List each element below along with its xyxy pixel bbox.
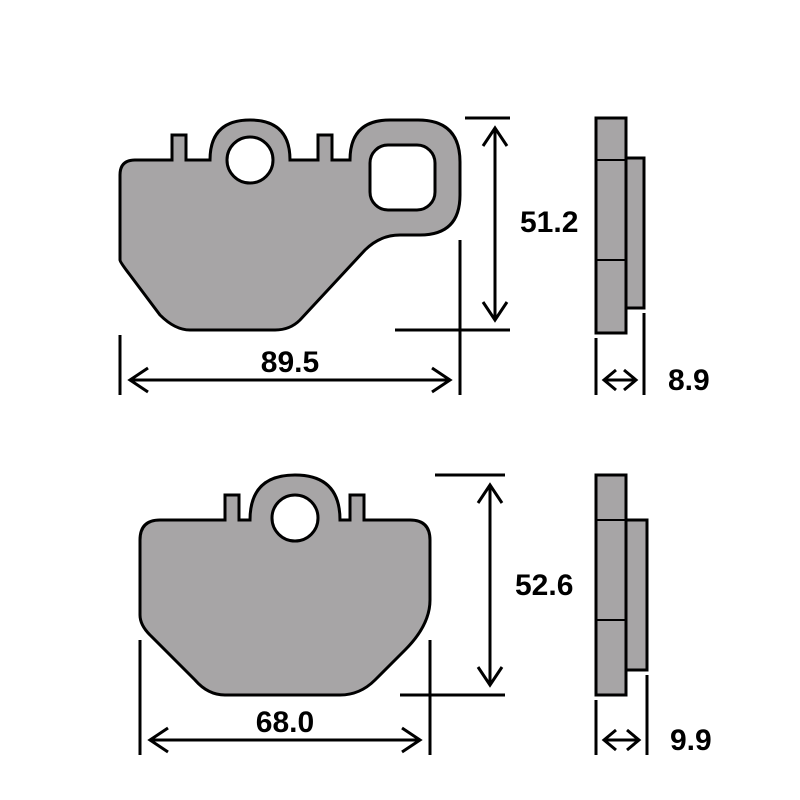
pad2-front-view <box>140 475 430 695</box>
pad1-height-label: 51.2 <box>520 206 578 239</box>
pad1-thickness-label: 8.9 <box>668 364 710 397</box>
pad1-side-view <box>596 118 644 333</box>
pad2-height-label: 52.6 <box>515 569 573 602</box>
brake-pad-dimension-diagram: 89.5 51.2 8.9 68.0 <box>0 0 800 800</box>
pad1-front-view <box>120 120 460 330</box>
pad2-thickness-label: 9.9 <box>670 724 712 757</box>
pad1-width-label: 89.5 <box>261 346 319 379</box>
pad2-side-view <box>596 475 647 695</box>
pad2-width-label: 68.0 <box>256 706 314 739</box>
